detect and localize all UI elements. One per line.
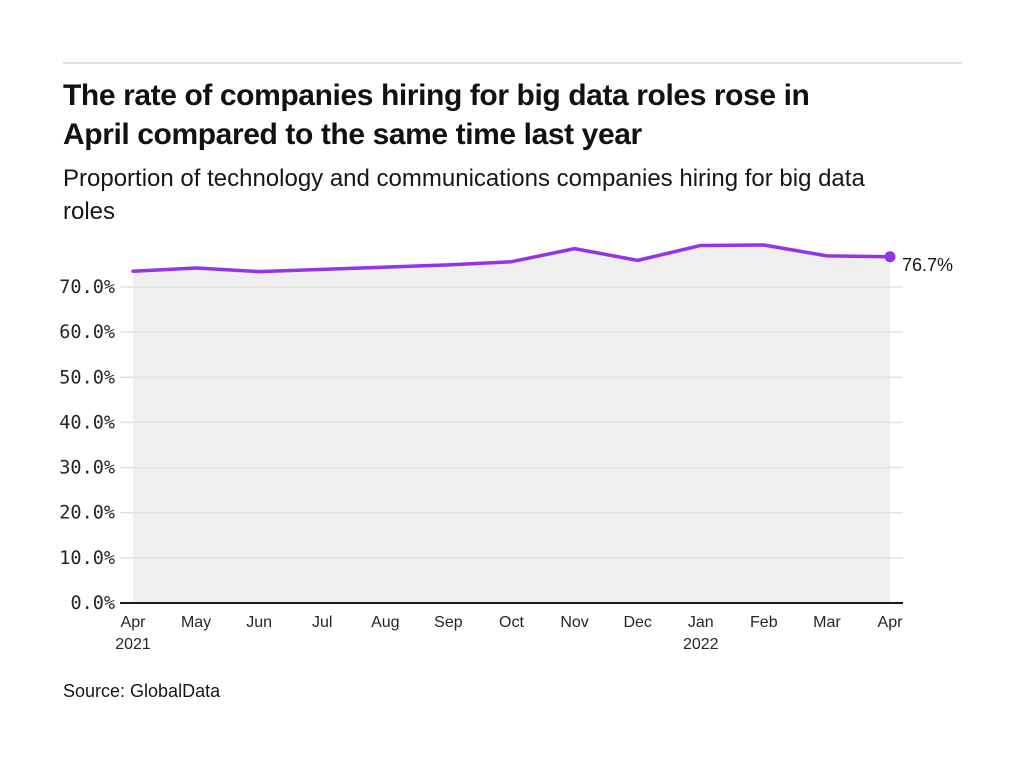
x-tick-label: Apr [878,614,904,631]
end-value-label: 76.7% [902,255,953,275]
x-tick-label: Jan [688,614,714,631]
x-tick-label: Dec [623,614,651,631]
x-tick-label: Mar [813,614,841,631]
year-label: 2021 [115,636,151,653]
x-tick-label: Nov [560,614,588,631]
y-tick-label: 20.0% [59,503,115,524]
x-tick-label: Apr [121,614,147,631]
x-tick-labels: Apr May Jun Jul Aug Sep Oct Nov Dec Jan Feb Mar Apr 2… [115,614,903,653]
x-tick-label: Feb [750,614,778,631]
chart-subtitle: Proportion of technology and communicati… [63,165,865,225]
x-tick-label: Aug [371,614,399,631]
chart-title: The rate of companies hiring for big dat… [63,79,810,151]
x-tick-label: Sep [434,614,463,631]
year-label: 2022 [683,636,719,653]
area-fill [133,245,890,603]
y-tick-label: 40.0% [59,412,115,433]
y-gridlines [120,286,903,559]
header-divider [63,62,962,64]
source-label: Source: GlobalData [63,681,221,701]
y-tick-label: 30.0% [59,458,115,479]
y-tick-label: 10.0% [59,548,115,569]
x-tick-label: Jun [246,614,272,631]
x-tick-label: Jul [312,614,332,631]
y-tick-label: 70.0% [59,277,115,298]
y-tick-label: 60.0% [59,322,115,343]
end-point-marker [884,251,896,263]
y-tick-label: 0.0% [70,593,115,614]
y-tick-label: 50.0% [59,367,115,388]
data-line [131,243,892,274]
y-tick-labels: 0.0% 10.0% 20.0% 30.0% 40.0% 50.0% 60.0% 70.0% [59,277,115,614]
x-tick-label: May [181,614,211,631]
x-tick-label: Oct [499,614,524,631]
